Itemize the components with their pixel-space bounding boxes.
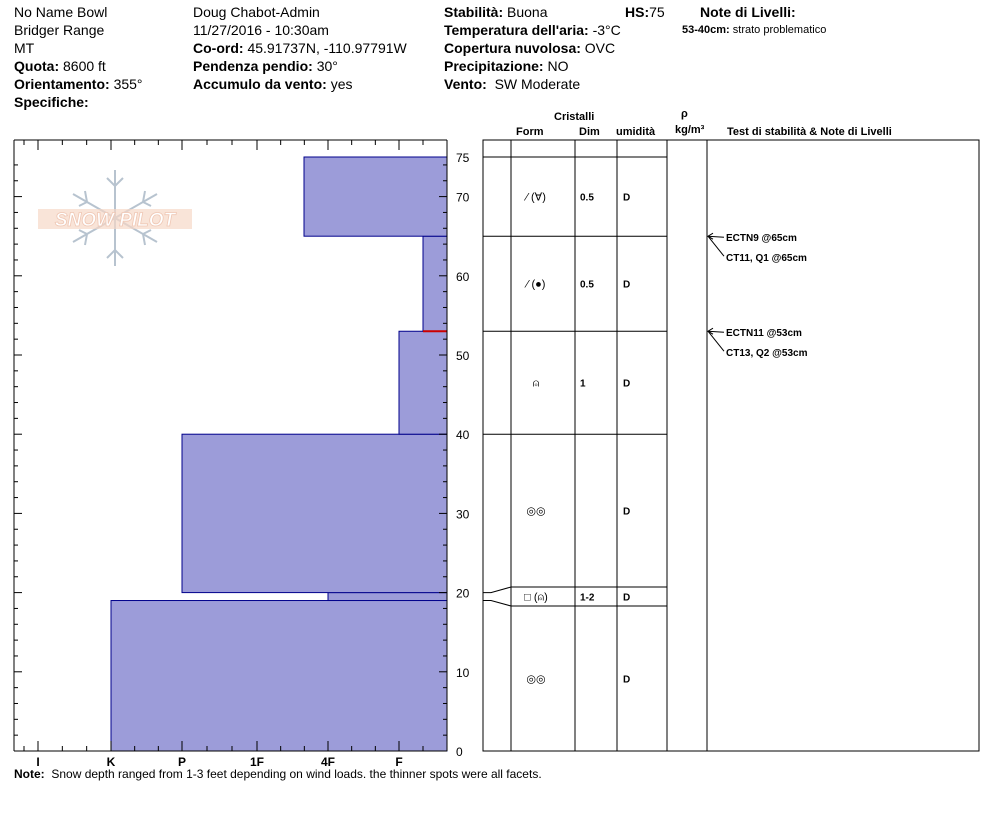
moisture: D xyxy=(623,593,630,604)
form-header: Form xyxy=(516,126,544,138)
depth-label: 0 xyxy=(456,745,463,759)
grain-form: ◎◎ xyxy=(526,674,545,686)
grain-form: ⁄ (∀) xyxy=(523,192,546,204)
test-pointer xyxy=(707,330,725,352)
hardness-bar xyxy=(422,235,448,332)
grain-size: 0.5 xyxy=(580,193,594,204)
grain-form: □ (⍝) xyxy=(524,592,548,604)
stability-test-label: ECTN9 @65cm xyxy=(726,233,797,244)
hardness-bar xyxy=(110,600,448,752)
moisture-header: umidità xyxy=(616,126,656,138)
depth-label: 60 xyxy=(456,270,470,284)
depth-label: 10 xyxy=(456,666,470,680)
moisture: D xyxy=(623,507,630,518)
layer-connector xyxy=(483,586,512,594)
rho-header: ρ xyxy=(681,108,688,120)
moisture: D xyxy=(623,280,630,291)
hardness-axis: I K P 1F 4F F xyxy=(13,139,448,769)
hardness-label: 1F xyxy=(250,755,264,769)
hardness-label: I xyxy=(36,755,39,769)
hardness-label: F xyxy=(395,755,402,769)
stability-test-label: CT13, Q2 @53cm xyxy=(726,348,808,359)
grain-size: 0.5 xyxy=(580,280,594,291)
stability-test-label: CT11, Q1 @65cm xyxy=(726,253,807,264)
dim-header: Dim xyxy=(579,126,600,138)
grain-form: ⁄ (●) xyxy=(524,279,546,291)
depth-label: 70 xyxy=(456,191,470,205)
slope-angle: Pendenza pendio: 30° xyxy=(193,58,338,74)
hardness-bar xyxy=(398,330,448,435)
hardness-label: K xyxy=(107,755,116,769)
grain-size: 1-2 xyxy=(580,593,595,604)
wind-loading: Accumulo da vento: yes xyxy=(193,76,353,92)
datetime: 11/27/2016 - 10:30am xyxy=(193,22,329,38)
stability-test-label: ECTN11 @53cm xyxy=(726,328,802,339)
wind: Vento: SW Moderate xyxy=(444,76,581,92)
test-pointer xyxy=(707,330,725,333)
layer-note: 53-40cm: strato problematico xyxy=(682,24,827,36)
depth-label: 30 xyxy=(456,507,470,521)
depth-axis: 0 10 20 30 40 50 60 70 75 xyxy=(439,151,470,759)
location: No Name Bowl xyxy=(14,4,108,20)
hardness-label: P xyxy=(178,755,186,769)
moisture: D xyxy=(623,675,630,686)
layer-connector xyxy=(483,600,512,607)
arrow-head-icon xyxy=(707,327,714,335)
coordinates: Co-ord: 45.91737N, -110.97791W xyxy=(193,40,407,56)
elevation: Quota: 8600 ft xyxy=(14,58,106,74)
precipitation: Precipitazione: NO xyxy=(444,58,569,74)
table-frame xyxy=(482,139,980,752)
grain-form: ⍝ xyxy=(533,378,540,390)
depth-label: 50 xyxy=(456,349,470,363)
cloud-cover: Copertura nuvolosa: OVC xyxy=(444,40,616,56)
hardness-layers xyxy=(110,156,448,752)
air-temperature: Temperatura dell'aria: -3°C xyxy=(444,22,621,38)
depth-label: 75 xyxy=(456,151,470,165)
moisture: D xyxy=(623,193,630,204)
snowpilot-logo-text: SNOW PILOT xyxy=(55,210,177,231)
state: MT xyxy=(14,40,35,56)
depth-label: 40 xyxy=(456,428,470,442)
layer-notes-title: Note di Livelli: xyxy=(700,4,796,20)
snowpilot-logo: SNOW PILOT xyxy=(38,170,192,266)
hardness-bar xyxy=(327,592,448,602)
hardness-bar xyxy=(181,433,448,594)
test-pointer xyxy=(707,235,725,257)
range: Bridger Range xyxy=(14,22,105,38)
hardness-label: 4F xyxy=(321,755,335,769)
hardness-bar xyxy=(303,156,448,237)
arrow-head-icon xyxy=(707,232,714,240)
stability-header: Test di stabilità & Note di Livelli xyxy=(727,126,892,138)
observer: Doug Chabot-Admin xyxy=(193,4,320,20)
crystals-header: Cristalli xyxy=(554,111,595,123)
density-unit-header: kg/m³ xyxy=(675,124,705,136)
moisture: D xyxy=(623,379,630,390)
aspect: Orientamento: 355° xyxy=(14,76,143,92)
crystal-table: ◎◎ D □ (⍝) 1-2 D ◎◎ D ⍝ 1 D ⁄ (●) 0.5 D ⁄ (∀) 0.5 D ECTN… xyxy=(482,139,980,752)
snow-height: HS:75 xyxy=(625,4,665,20)
test-pointer xyxy=(707,235,725,238)
specifics-label: Specifiche: xyxy=(14,94,89,110)
grain-size: 1 xyxy=(580,379,586,390)
depth-label: 20 xyxy=(456,587,470,601)
stability: Stabilità: Buona xyxy=(444,4,548,20)
footer-note: Note: Snow depth ranged from 1-3 feet de… xyxy=(14,767,542,781)
grain-form: ◎◎ xyxy=(526,506,545,518)
